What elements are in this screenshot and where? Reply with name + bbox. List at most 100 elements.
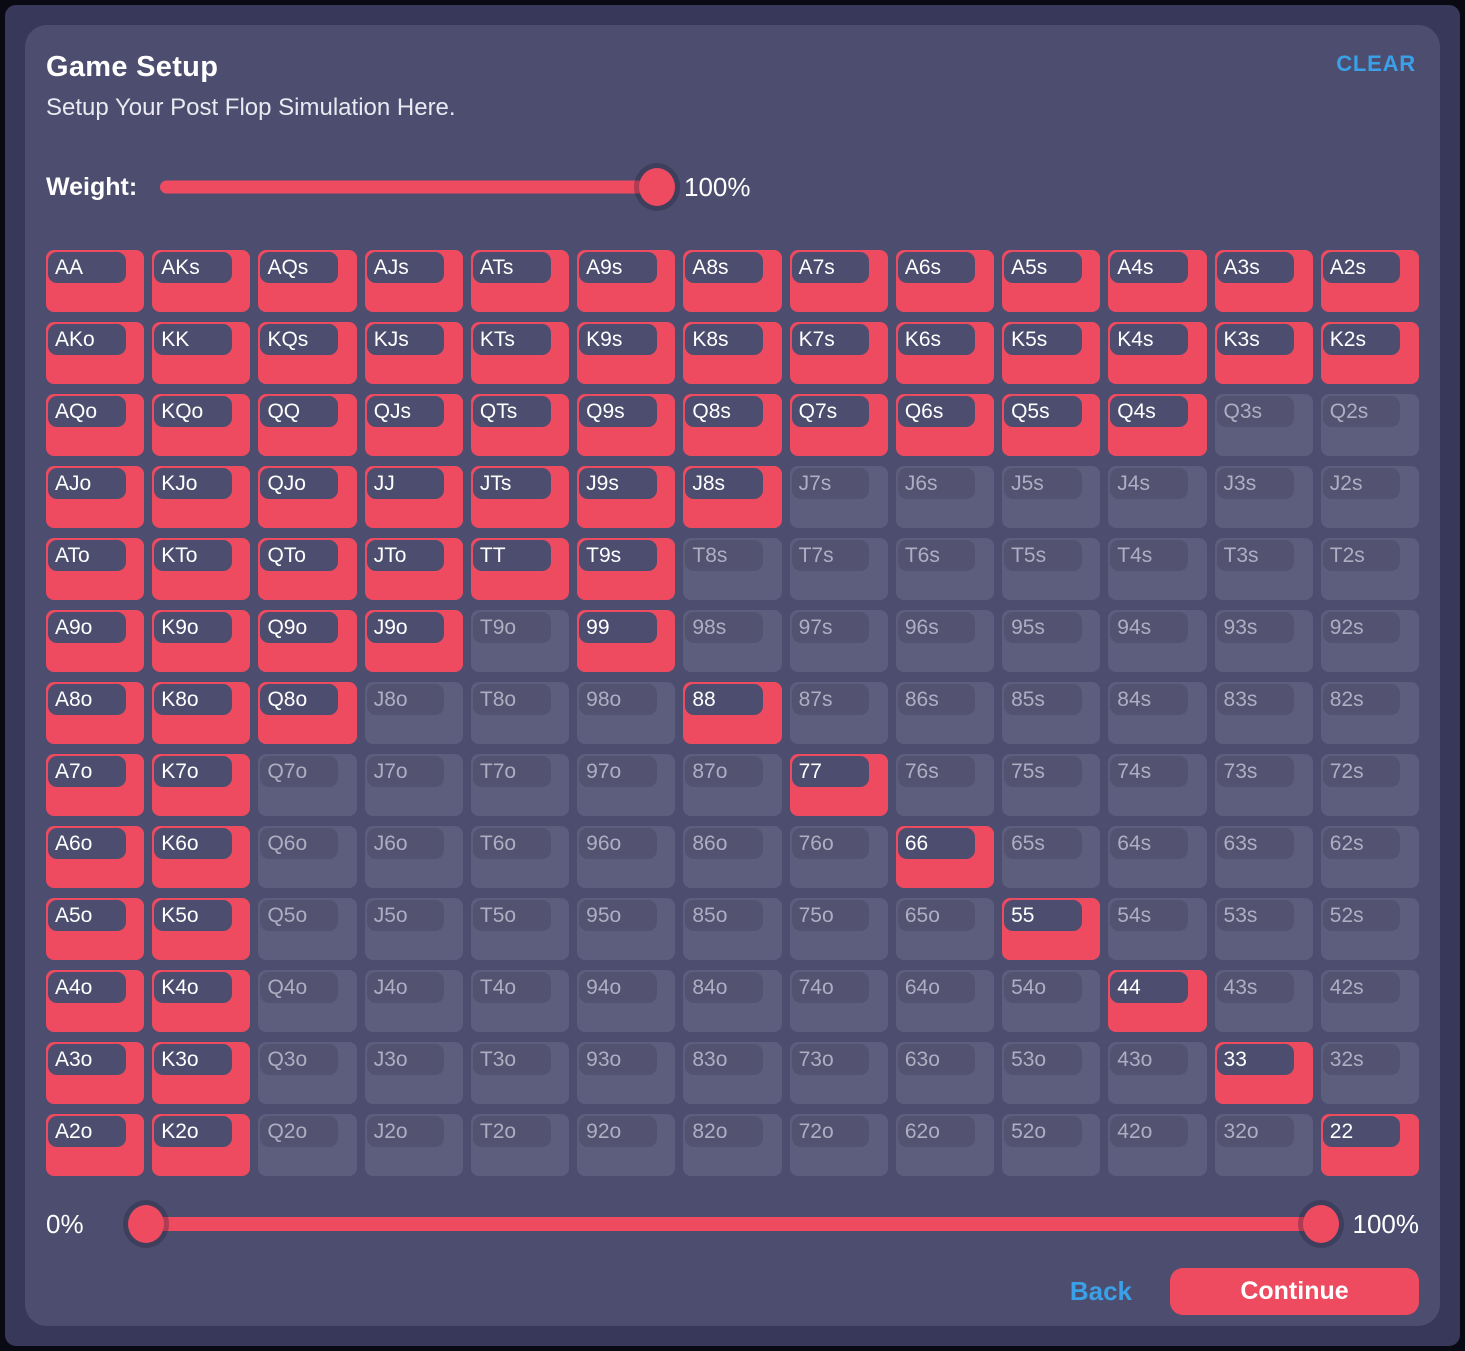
hand-cell-63o[interactable]: 63o	[895, 1042, 995, 1104]
hand-cell-Q9o[interactable]: Q9o	[258, 610, 357, 672]
hand-cell-82s[interactable]: 82s	[1320, 682, 1419, 744]
hand-cell-K7o[interactable]: K7o	[152, 754, 251, 816]
hand-cell-T7o[interactable]: T7o	[470, 754, 570, 816]
hand-cell-J7o[interactable]: J7o	[364, 754, 463, 816]
hand-cell-K3o[interactable]: K3o	[152, 1042, 251, 1104]
hand-cell-AQo[interactable]: AQo	[46, 394, 145, 456]
hand-cell-Q4s[interactable]: Q4s	[1108, 394, 1207, 456]
hand-cell-Q7s[interactable]: Q7s	[789, 394, 888, 456]
hand-cell-T2s[interactable]: T2s	[1320, 538, 1419, 600]
hand-cell-92o[interactable]: 92o	[577, 1114, 676, 1176]
hand-cell-A8o[interactable]: A8o	[46, 682, 145, 744]
hand-cell-33[interactable]: 33	[1214, 1042, 1313, 1104]
clear-button[interactable]: CLEAR	[1336, 51, 1416, 76]
hand-cell-AKs[interactable]: AKs	[152, 250, 251, 312]
hand-cell-65s[interactable]: 65s	[1002, 826, 1101, 888]
hand-cell-97s[interactable]: 97s	[789, 610, 888, 672]
hand-cell-A8s[interactable]: A8s	[683, 250, 782, 312]
hand-cell-J4s[interactable]: J4s	[1108, 466, 1207, 528]
hand-cell-53s[interactable]: 53s	[1214, 898, 1313, 960]
hand-cell-52o[interactable]: 52o	[1002, 1114, 1101, 1176]
hand-cell-42s[interactable]: 42s	[1320, 970, 1419, 1032]
hand-cell-KTs[interactable]: KTs	[470, 322, 570, 384]
hand-cell-J6o[interactable]: J6o	[364, 826, 463, 888]
back-button[interactable]: Back	[1069, 1276, 1132, 1306]
hand-cell-K8o[interactable]: K8o	[152, 682, 251, 744]
hand-cell-KQo[interactable]: KQo	[152, 394, 251, 456]
hand-cell-A2o[interactable]: A2o	[46, 1114, 145, 1176]
hand-cell-Q7o[interactable]: Q7o	[258, 754, 357, 816]
hand-cell-A3o[interactable]: A3o	[46, 1042, 145, 1104]
hand-cell-Q3o[interactable]: Q3o	[258, 1042, 357, 1104]
hand-cell-KJs[interactable]: KJs	[364, 322, 463, 384]
continue-button[interactable]: Continue	[1170, 1268, 1419, 1315]
hand-cell-AA[interactable]: AA	[46, 250, 145, 312]
hand-cell-K4s[interactable]: K4s	[1108, 322, 1207, 384]
hand-cell-QQ[interactable]: QQ	[258, 394, 357, 456]
range-slider-thumb-high[interactable]	[1303, 1205, 1339, 1243]
hand-cell-JTs[interactable]: JTs	[470, 466, 570, 528]
hand-cell-Q6o[interactable]: Q6o	[258, 826, 357, 888]
hand-cell-K9s[interactable]: K9s	[577, 322, 676, 384]
hand-cell-93s[interactable]: 93s	[1214, 610, 1313, 672]
hand-cell-Q5o[interactable]: Q5o	[258, 898, 357, 960]
hand-cell-A7o[interactable]: A7o	[46, 754, 145, 816]
hand-cell-A4o[interactable]: A4o	[46, 970, 145, 1032]
hand-cell-A5s[interactable]: A5s	[1002, 250, 1101, 312]
hand-cell-J8s[interactable]: J8s	[683, 466, 782, 528]
hand-cell-92s[interactable]: 92s	[1320, 610, 1419, 672]
hand-cell-A6s[interactable]: A6s	[895, 250, 995, 312]
hand-cell-Q8o[interactable]: Q8o	[258, 682, 357, 744]
hand-cell-J7s[interactable]: J7s	[789, 466, 888, 528]
hand-cell-64s[interactable]: 64s	[1108, 826, 1207, 888]
hand-cell-T3s[interactable]: T3s	[1214, 538, 1313, 600]
hand-cell-A5o[interactable]: A5o	[46, 898, 145, 960]
hand-cell-T2o[interactable]: T2o	[470, 1114, 570, 1176]
hand-cell-Q8s[interactable]: Q8s	[683, 394, 782, 456]
hand-cell-84s[interactable]: 84s	[1108, 682, 1207, 744]
hand-cell-Q6s[interactable]: Q6s	[895, 394, 995, 456]
hand-cell-J8o[interactable]: J8o	[364, 682, 463, 744]
hand-cell-T9s[interactable]: T9s	[577, 538, 676, 600]
hand-cell-93o[interactable]: 93o	[577, 1042, 676, 1104]
hand-cell-AJs[interactable]: AJs	[364, 250, 463, 312]
hand-cell-J6s[interactable]: J6s	[895, 466, 995, 528]
hand-cell-72o[interactable]: 72o	[789, 1114, 888, 1176]
hand-cell-54o[interactable]: 54o	[1002, 970, 1101, 1032]
hand-cell-J5s[interactable]: J5s	[1002, 466, 1101, 528]
hand-cell-J5o[interactable]: J5o	[364, 898, 463, 960]
hand-cell-QJs[interactable]: QJs	[364, 394, 463, 456]
hand-cell-64o[interactable]: 64o	[895, 970, 995, 1032]
hand-cell-32o[interactable]: 32o	[1214, 1114, 1313, 1176]
hand-cell-KK[interactable]: KK	[152, 322, 251, 384]
hand-cell-ATs[interactable]: ATs	[470, 250, 570, 312]
hand-cell-86o[interactable]: 86o	[683, 826, 782, 888]
hand-cell-Q9s[interactable]: Q9s	[577, 394, 676, 456]
hand-cell-T5s[interactable]: T5s	[1002, 538, 1101, 600]
hand-cell-99[interactable]: 99	[577, 610, 676, 672]
hand-cell-AJo[interactable]: AJo	[46, 466, 145, 528]
hand-cell-86s[interactable]: 86s	[895, 682, 995, 744]
hand-cell-82o[interactable]: 82o	[683, 1114, 782, 1176]
hand-cell-43o[interactable]: 43o	[1108, 1042, 1207, 1104]
hand-cell-A9o[interactable]: A9o	[46, 610, 145, 672]
hand-cell-AKo[interactable]: AKo	[46, 322, 145, 384]
hand-cell-QTs[interactable]: QTs	[470, 394, 570, 456]
hand-cell-98s[interactable]: 98s	[683, 610, 782, 672]
hand-cell-AQs[interactable]: AQs	[258, 250, 357, 312]
hand-cell-55[interactable]: 55	[1002, 898, 1101, 960]
hand-cell-T4o[interactable]: T4o	[470, 970, 570, 1032]
hand-cell-63s[interactable]: 63s	[1214, 826, 1313, 888]
hand-cell-76o[interactable]: 76o	[789, 826, 888, 888]
hand-cell-JTo[interactable]: JTo	[364, 538, 463, 600]
hand-cell-QTo[interactable]: QTo	[258, 538, 357, 600]
hand-cell-J4o[interactable]: J4o	[364, 970, 463, 1032]
range-slider-thumb-low[interactable]	[128, 1205, 164, 1243]
hand-cell-53o[interactable]: 53o	[1002, 1042, 1101, 1104]
hand-cell-J2s[interactable]: J2s	[1320, 466, 1419, 528]
hand-cell-K3s[interactable]: K3s	[1214, 322, 1313, 384]
hand-cell-97o[interactable]: 97o	[577, 754, 676, 816]
hand-cell-87o[interactable]: 87o	[683, 754, 782, 816]
hand-cell-Q3s[interactable]: Q3s	[1214, 394, 1313, 456]
hand-cell-KJo[interactable]: KJo	[152, 466, 251, 528]
